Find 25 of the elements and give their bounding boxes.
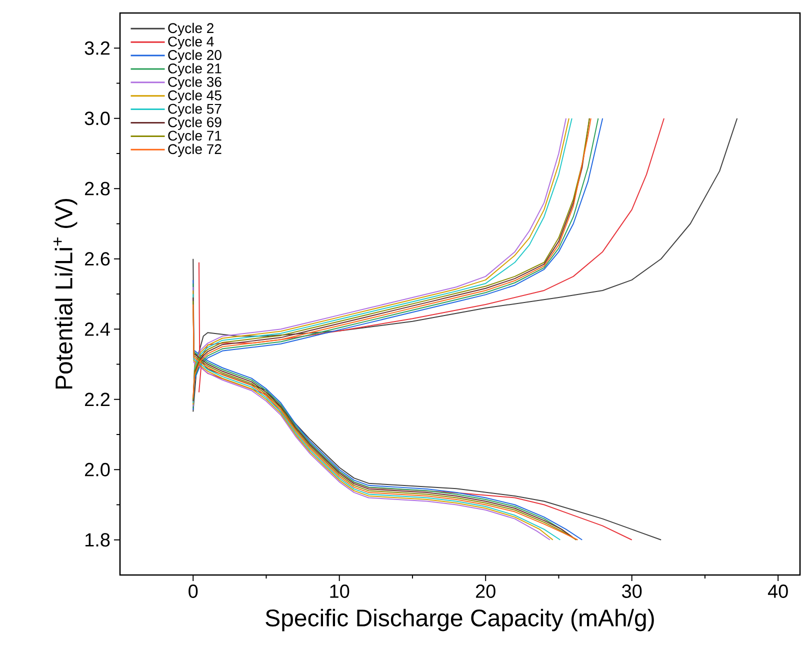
legend-label: Cycle 71: [168, 130, 222, 144]
y-tick-label: 2.8: [85, 182, 110, 196]
legend-label: Cycle 36: [168, 76, 222, 90]
x-tick-label: 30: [622, 584, 642, 598]
y-tick-label: 2.0: [85, 462, 110, 476]
x-tick-label: 10: [330, 584, 350, 598]
y-tick-label: 2.4: [85, 322, 110, 336]
y-axis-title: Potential Li/Li$^{+}$ (V): [54, 198, 78, 389]
y-tick-label: 3.0: [84, 112, 110, 126]
y-tick-label: 2.6: [85, 252, 110, 266]
legend-label: Cycle 2: [168, 22, 214, 36]
legend-label: Cycle 4: [168, 36, 214, 50]
legend-label: Cycle 72: [168, 144, 222, 157]
legend-label: Cycle 69: [168, 116, 222, 130]
y-tick-label: 2.2: [85, 392, 110, 406]
legend-label: Cycle 21: [168, 63, 222, 76]
y-tick-label: 1.8: [86, 533, 110, 547]
x-tick-label: 0: [188, 584, 198, 598]
x-tick-label: 40: [768, 584, 788, 598]
legend-label: Cycle 20: [168, 50, 222, 63]
x-tick-label: 20: [476, 584, 496, 598]
legend-label: Cycle 45: [168, 90, 222, 104]
legend-label: Cycle 57: [168, 103, 222, 117]
y-tick-label: 3.2: [84, 41, 110, 55]
x-axis-title: Specific Discharge Capacity (mAh/g): [266, 608, 654, 632]
